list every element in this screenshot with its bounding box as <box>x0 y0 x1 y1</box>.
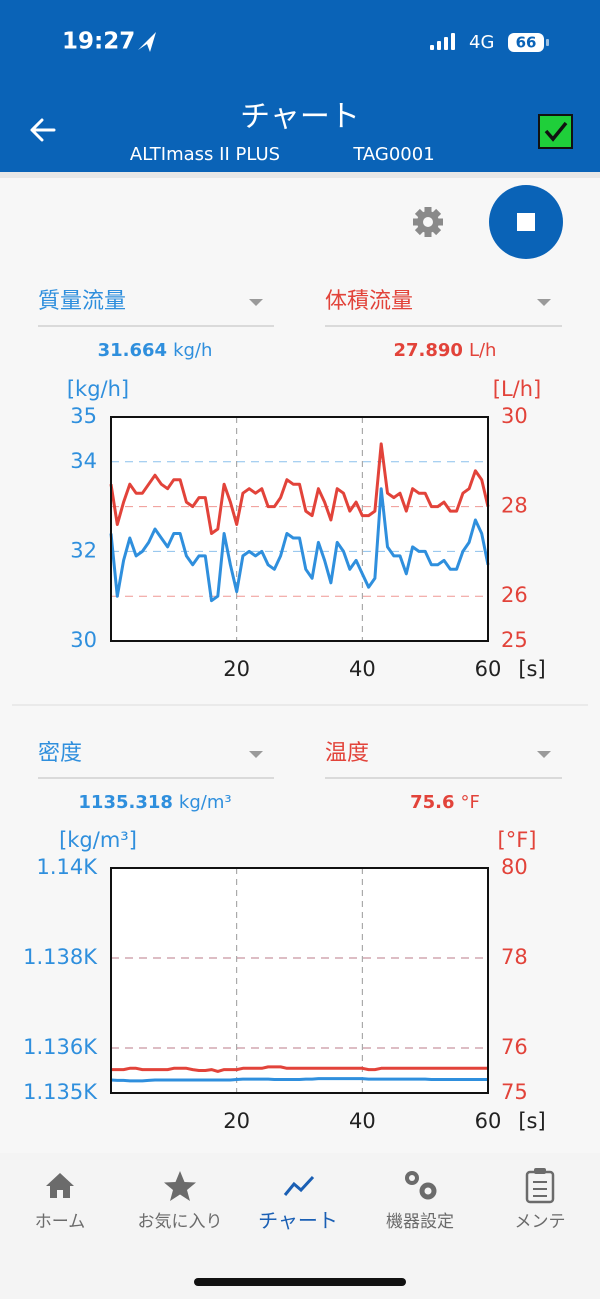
measurement-selector[interactable]: 体積流量 <box>325 289 413 314</box>
nav-item[interactable]: チャート <box>258 1209 338 1233</box>
dropdown-arrow <box>537 751 551 758</box>
maintenance-icon <box>525 1168 555 1204</box>
y-tick-label: 1.14K <box>36 855 98 879</box>
status-time: 19:27 <box>62 29 135 55</box>
reading-unit: °F <box>461 792 480 813</box>
reading-value: 75.6 <box>410 792 454 813</box>
plot-frame <box>110 416 489 642</box>
x-tick-label: 60 <box>475 1109 502 1133</box>
nav-item[interactable]: メンテ <box>515 1212 566 1232</box>
reading-unit: L/h <box>469 340 497 361</box>
header-shadow <box>0 172 600 178</box>
current-reading: 75.6 °F <box>410 792 480 813</box>
y-tick-label: 1.136K <box>23 1035 98 1059</box>
y-tick-label: 1.135K <box>23 1080 98 1104</box>
current-reading: 31.664 kg/h <box>98 340 213 361</box>
nav-item[interactable]: ホーム <box>35 1212 86 1232</box>
header-title: チャート <box>240 100 360 135</box>
home-icon <box>46 1173 74 1198</box>
connection-checkbox[interactable] <box>538 114 573 149</box>
reading-value: 31.664 <box>98 340 167 361</box>
x-tick-label: 20 <box>223 1109 250 1133</box>
stop-icon <box>517 213 535 231</box>
x-axis-label: [s] <box>518 1109 545 1133</box>
device-name: ALTImass II PLUS <box>130 144 280 165</box>
series-line <box>109 442 490 535</box>
y-tick-label: 30 <box>70 628 97 652</box>
plot-frame <box>110 867 489 1094</box>
dropdown-arrow <box>537 299 551 306</box>
series-line <box>110 1077 488 1083</box>
y2-tick-label: 26 <box>501 583 528 607</box>
chart-icon <box>283 1175 315 1196</box>
reading-value: 1135.318 <box>78 792 173 813</box>
measurement-selector[interactable]: 密度 <box>38 741 82 766</box>
y-tick-label: 32 <box>70 538 97 562</box>
battery-icon <box>508 33 544 52</box>
location-icon <box>138 32 156 52</box>
bottom-nav <box>0 1153 600 1299</box>
x-tick-label: 40 <box>349 657 376 681</box>
signal-icon <box>430 33 455 50</box>
y2-axis-label: [L/h] <box>493 377 541 401</box>
nav-item[interactable]: お気に入り <box>138 1212 223 1232</box>
y2-tick-label: 75 <box>501 1080 528 1104</box>
nav-item[interactable]: 機器設定 <box>386 1212 454 1232</box>
series-line <box>111 1065 488 1073</box>
dropdown-arrow <box>249 751 263 758</box>
y-tick-label: 34 <box>70 449 97 473</box>
series-line <box>109 487 490 603</box>
x-tick-label: 20 <box>223 657 250 681</box>
y2-tick-label: 30 <box>501 404 528 428</box>
home-indicator <box>194 1278 406 1286</box>
dropdown-arrow <box>249 299 263 306</box>
y2-tick-label: 28 <box>501 494 528 518</box>
measurement-selector[interactable]: 質量流量 <box>38 289 126 314</box>
battery-cap <box>546 39 549 46</box>
y2-tick-label: 78 <box>501 945 528 969</box>
reading-unit: kg/m³ <box>179 792 232 813</box>
device-tag: TAG0001 <box>352 144 434 165</box>
battery-level: 66 <box>516 34 537 52</box>
reading-unit: kg/h <box>173 340 212 361</box>
y-axis-label: [kg/m³] <box>59 828 137 852</box>
current-reading: 27.890 L/h <box>394 340 497 361</box>
favorite-icon <box>164 1171 196 1201</box>
x-tick-label: 60 <box>475 657 502 681</box>
plot-area <box>111 417 488 641</box>
y-tick-label: 35 <box>70 404 97 428</box>
back-button[interactable] <box>30 118 56 142</box>
y2-axis-label: [°F] <box>498 828 537 852</box>
plot-area <box>111 868 488 1093</box>
x-axis-label: [s] <box>518 657 545 681</box>
measurement-selector[interactable]: 温度 <box>325 741 369 766</box>
network-type: 4G <box>469 32 494 53</box>
y2-tick-label: 80 <box>501 855 528 879</box>
x-tick-label: 40 <box>349 1109 376 1133</box>
reading-value: 27.890 <box>394 340 463 361</box>
y2-tick-label: 76 <box>501 1035 528 1059</box>
current-reading: 1135.318 kg/m³ <box>78 792 231 813</box>
app-header <box>0 0 600 172</box>
y-tick-label: 1.138K <box>23 945 98 969</box>
y2-tick-label: 25 <box>501 628 528 652</box>
y-axis-label: [kg/h] <box>67 377 129 401</box>
settings-button[interactable] <box>413 207 443 237</box>
device-settings-icon <box>405 1171 437 1200</box>
